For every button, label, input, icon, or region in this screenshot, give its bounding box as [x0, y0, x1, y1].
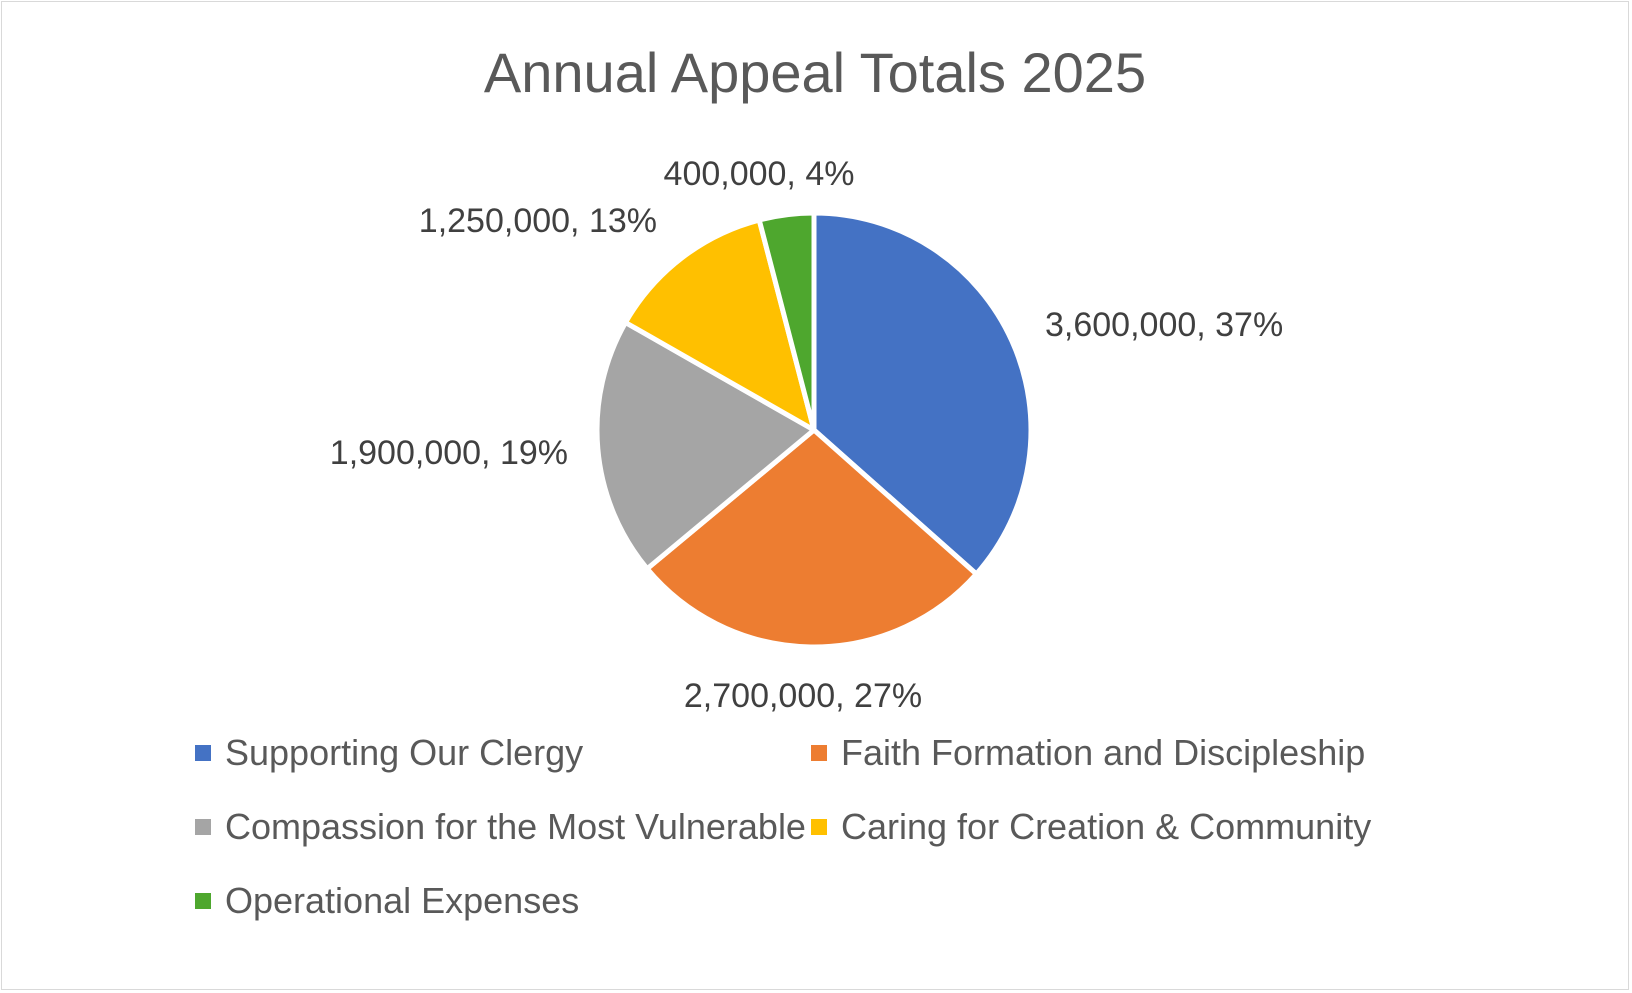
legend-label: Faith Formation and Discipleship: [841, 732, 1366, 773]
pie-slice-3: [594, 320, 817, 572]
legend-swatch: [811, 819, 827, 835]
legend-item-5: Operational Expenses: [195, 880, 579, 922]
pie-slices: [594, 210, 1034, 650]
data-label-3: 1,900,000, 19%: [330, 434, 568, 472]
data-label-2: 2,700,000, 27%: [684, 677, 922, 715]
pie-slice-5: [756, 210, 817, 433]
legend-item-1: Supporting Our Clergy: [195, 732, 583, 774]
data-label-5: 400,000, 4%: [664, 155, 855, 193]
legend-label: Operational Expenses: [225, 880, 580, 921]
legend-item-3: Compassion for the Most Vulnerable: [195, 806, 806, 848]
legend-label: Supporting Our Clergy: [225, 732, 584, 773]
pie-data-labels: 3,600,000, 37% 2,700,000, 27% 1,900,000, 1…: [330, 155, 1283, 715]
data-label-4: 1,250,000, 13%: [419, 202, 657, 240]
pie-slice-1: [811, 210, 1034, 577]
pie-slice-4: [622, 217, 817, 433]
legend-item-4: Caring for Creation & Community: [811, 806, 1371, 848]
legend-swatch: [195, 819, 211, 835]
data-label-1: 3,600,000, 37%: [1045, 306, 1283, 344]
legend-label: Caring for Creation & Community: [841, 806, 1372, 847]
legend-swatch: [195, 745, 211, 761]
legend-swatch: [811, 745, 827, 761]
chart-title: Annual Appeal Totals 2025: [483, 41, 1147, 104]
legend-swatch: [195, 893, 211, 909]
pie-slice-2: [644, 427, 979, 650]
legend-label: Compassion for the Most Vulnerable: [225, 806, 806, 847]
legend-item-2: Faith Formation and Discipleship: [811, 732, 1365, 774]
